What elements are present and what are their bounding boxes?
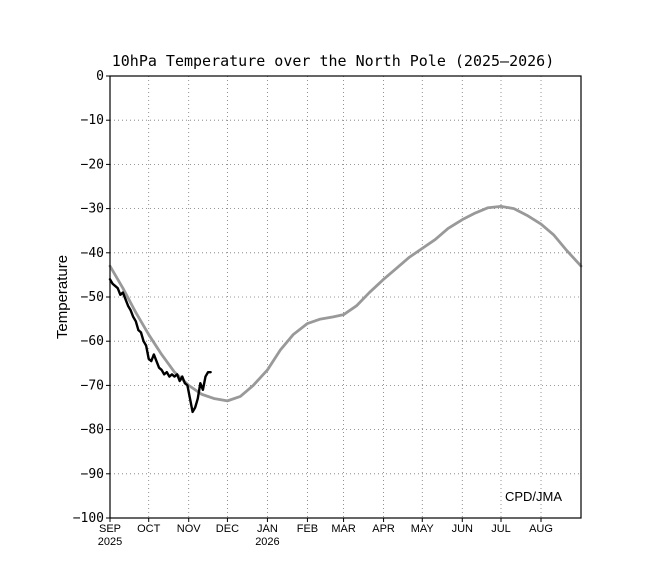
x-tick-label: SEP bbox=[99, 523, 121, 535]
x-tick-label: NOV bbox=[177, 523, 202, 535]
y-tick-label: −50 bbox=[81, 290, 104, 305]
climatology-line bbox=[108, 204, 583, 403]
y-tick-label: −10 bbox=[81, 113, 104, 128]
x-tick-label: APR bbox=[372, 523, 395, 535]
y-tick-label: −100 bbox=[73, 511, 104, 526]
ticks bbox=[106, 75, 542, 522]
x-tick-label: OCT bbox=[137, 523, 161, 535]
x-tick-label: MAY bbox=[411, 523, 435, 535]
y-tick-label: −60 bbox=[81, 334, 104, 349]
y-tick-label: −80 bbox=[81, 423, 104, 438]
credit-annotation: CPD/JMA bbox=[505, 489, 562, 504]
x-tick-label: MAR bbox=[331, 523, 356, 535]
x-tick-label: FEB bbox=[297, 523, 318, 535]
y-tick-label: −90 bbox=[81, 467, 104, 482]
y-tick-label: −40 bbox=[81, 246, 104, 261]
x-tick-label: DEC bbox=[216, 523, 239, 535]
x-tick-year-label: 2025 bbox=[98, 536, 122, 548]
observed-line bbox=[108, 278, 212, 414]
grid bbox=[110, 76, 581, 518]
x-tick-year-label: 2026 bbox=[255, 536, 279, 548]
y-tick-label: −30 bbox=[81, 202, 104, 217]
y-tick-label: −70 bbox=[81, 378, 104, 393]
y-tick-label: 0 bbox=[96, 69, 104, 84]
y-axis-label: Temperature bbox=[54, 255, 71, 339]
y-tick-labels: 0 −10 −20 −30 −40 −50 −60 −70 −80 −90 −100 bbox=[73, 69, 104, 526]
x-tick-label: JUN bbox=[452, 523, 473, 535]
x-tick-label: AUG bbox=[529, 523, 553, 535]
x-tick-label: JUL bbox=[491, 523, 511, 535]
x-tick-label: JAN bbox=[257, 523, 278, 535]
chart-title: 10hPa Temperature over the North Pole (2… bbox=[112, 52, 555, 70]
y-tick-label: −20 bbox=[81, 157, 104, 172]
series-layer bbox=[108, 204, 583, 414]
